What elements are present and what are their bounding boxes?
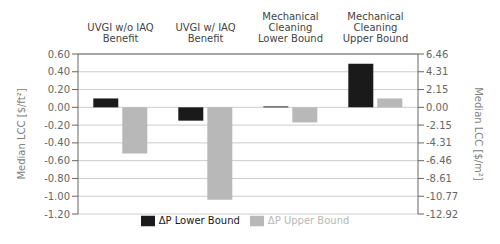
- svg-text:-0.60: -0.60: [44, 155, 70, 166]
- svg-text:0.60: 0.60: [48, 49, 70, 60]
- svg-text:4.31: 4.31: [426, 66, 448, 77]
- svg-text:0.20: 0.20: [48, 84, 70, 95]
- svg-text:-2.15: -2.15: [426, 120, 452, 131]
- html-text:ΔP Upper Bound: ΔP Upper Bound: [267, 215, 350, 226]
- svg-text:-0.40: -0.40: [44, 137, 70, 148]
- svg-text:-6.46: -6.46: [426, 155, 452, 166]
- svg-text:6.46: 6.46: [426, 49, 448, 60]
- svg-text:-1.20: -1.20: [44, 209, 70, 220]
- svg-text:-4.31: -4.31: [426, 137, 452, 148]
- svg-text:-0.20: -0.20: [44, 120, 70, 131]
- svg-text:2.15: 2.15: [426, 84, 448, 95]
- svg-text:MechanicalCleaningLower Bound: MechanicalCleaningLower Bound: [258, 11, 323, 44]
- svg-text:0.00: 0.00: [426, 102, 448, 113]
- svg-text:0.00: 0.00: [48, 102, 70, 113]
- svg-text:MechanicalCleaningUpper Bound: MechanicalCleaningUpper Bound: [343, 11, 408, 44]
- svg-text:-10.77: -10.77: [426, 191, 458, 202]
- svg-text:UVGI w/o IAQBenefit: UVGI w/o IAQBenefit: [87, 22, 153, 44]
- svg-text:Median LCC [$/m²]: Median LCC [$/m²]: [473, 87, 484, 181]
- svg-text:-12.92: -12.92: [426, 209, 458, 220]
- svg-text:-0.80: -0.80: [44, 173, 70, 184]
- svg-text:0.40: 0.40: [48, 66, 70, 77]
- svg-text:Median LCC [$/ft²]: Median LCC [$/ft²]: [16, 88, 27, 179]
- html-text:ΔP Lower Bound: ΔP Lower Bound: [158, 215, 240, 226]
- svg-text:-8.61: -8.61: [426, 173, 452, 184]
- svg-text:UVGI w/ IAQBenefit: UVGI w/ IAQBenefit: [175, 22, 235, 44]
- svg-text:-1.00: -1.00: [44, 191, 70, 202]
